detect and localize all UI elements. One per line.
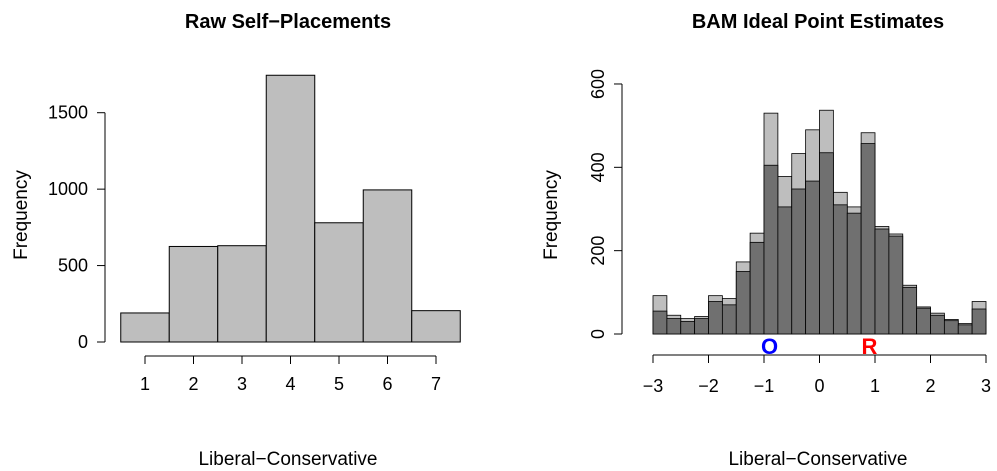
- right-y-tick-label: 200: [588, 236, 608, 266]
- right-bar-front: [972, 309, 986, 334]
- right-bar-front: [778, 207, 792, 334]
- left-x-axis-label: Liberal−Conservative: [198, 449, 377, 470]
- right-x-tick-label: 0: [814, 376, 824, 396]
- right-bar-front: [833, 205, 847, 334]
- left-x-tick-label: 6: [382, 374, 392, 394]
- right-bar-front: [958, 325, 972, 334]
- right-bar-front: [806, 181, 820, 334]
- right-bar-front: [764, 165, 778, 334]
- right-bar-front: [889, 236, 903, 334]
- left-bar-1: [121, 313, 170, 342]
- right-bar-front: [709, 301, 723, 334]
- left-bar-4: [266, 75, 315, 342]
- right-bar-front: [931, 315, 945, 334]
- right-x-tick-label: 1: [870, 376, 880, 396]
- left-bars: [121, 75, 461, 342]
- left-panel: Raw Self−Placements Liberal−Conservative…: [11, 11, 460, 470]
- left-x-tick-label: 3: [237, 374, 247, 394]
- right-bar-front: [847, 213, 861, 334]
- left-y-tick-label: 1500: [48, 103, 88, 123]
- right-bar-front: [667, 319, 681, 334]
- right-x-tick-label: 3: [981, 376, 991, 396]
- right-y-axis-label: Frequency: [541, 170, 562, 260]
- right-bar-front: [722, 305, 736, 334]
- left-bar-5: [315, 223, 364, 342]
- right-x-tick-label: −1: [754, 376, 775, 396]
- right-x-axis-label: Liberal−Conservative: [728, 449, 907, 470]
- right-bar-front: [736, 271, 750, 334]
- right-bar-front: [861, 144, 875, 334]
- right-y-tick-label: 0: [588, 329, 608, 339]
- right-bar-front: [875, 229, 889, 334]
- left-x-tick-label: 2: [188, 374, 198, 394]
- right-bar-front: [917, 308, 931, 334]
- party-marker-O: O: [761, 334, 778, 359]
- party-marker-R: R: [862, 334, 878, 359]
- left-y-tick-label: 1000: [48, 179, 88, 199]
- left-x-tick-label: 7: [431, 374, 441, 394]
- right-chart-title: BAM Ideal Point Estimates: [692, 11, 944, 33]
- right-bar-front: [820, 153, 834, 334]
- left-x-tick-label: 1: [140, 374, 150, 394]
- right-x-tick-label: 2: [925, 376, 935, 396]
- left-y-axis-label: Frequency: [11, 170, 32, 260]
- left-y-tick-label: 500: [58, 256, 88, 276]
- right-bar-front: [681, 321, 695, 334]
- right-y-tick-label: 600: [588, 69, 608, 99]
- right-y-tick-label: 400: [588, 152, 608, 182]
- right-bar-front: [944, 321, 958, 334]
- right-bar-front: [903, 287, 917, 334]
- left-bar-3: [218, 246, 267, 342]
- right-bar-front: [750, 242, 764, 334]
- right-x-tick-label: −3: [643, 376, 664, 396]
- left-chart-title: Raw Self−Placements: [185, 11, 391, 33]
- right-bar-front: [695, 319, 709, 334]
- right-panel: BAM Ideal Point Estimates Liberal−Conser…: [541, 11, 991, 470]
- left-bar-7: [412, 311, 461, 342]
- left-x-tick-label: 4: [285, 374, 295, 394]
- left-bar-2: [169, 246, 218, 342]
- right-bars: [653, 110, 986, 334]
- right-bar-front: [653, 311, 667, 334]
- left-y-tick-label: 0: [78, 332, 88, 352]
- right-bar-front: [792, 189, 806, 334]
- right-x-tick-label: −2: [698, 376, 719, 396]
- left-x-tick-label: 5: [334, 374, 344, 394]
- left-bar-6: [363, 190, 412, 342]
